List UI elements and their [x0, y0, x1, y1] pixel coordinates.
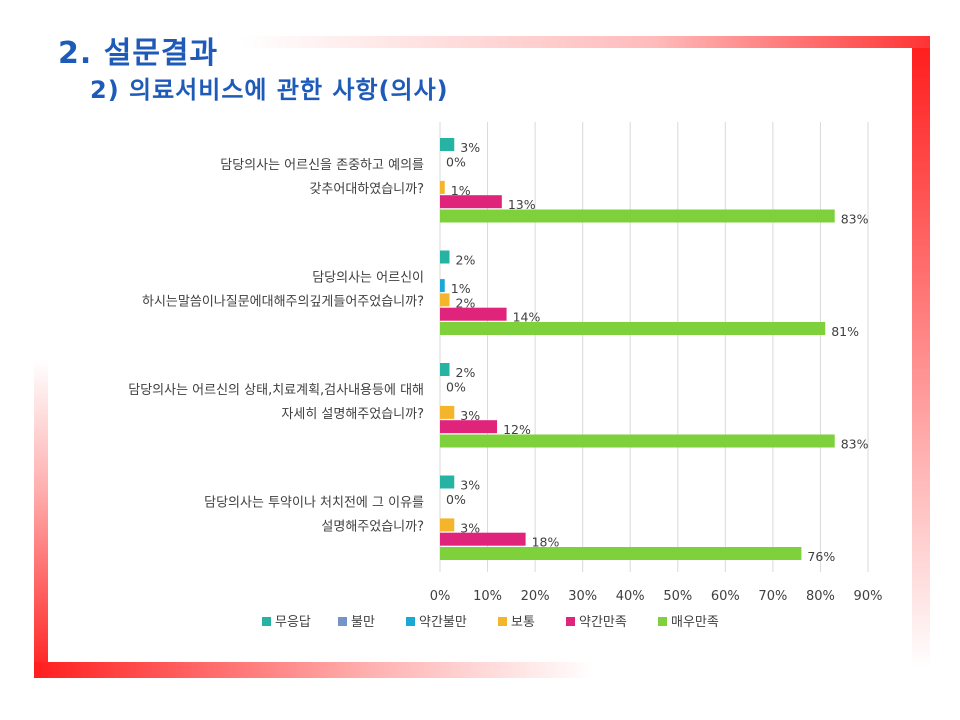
data-label: 76% [807, 549, 835, 564]
data-label: 83% [841, 437, 869, 452]
x-tick-label: 20% [521, 589, 550, 604]
bar-보통 [440, 405, 455, 419]
bar-무응답 [440, 138, 455, 151]
data-label: 2% [456, 253, 476, 268]
category-label: 설명해주었습니까? [321, 519, 424, 534]
data-label: 1% [451, 183, 471, 198]
bar-약간불만 [440, 279, 445, 293]
data-label-zero: 0% [446, 154, 466, 169]
x-tick-label: 50% [663, 589, 692, 604]
category-label: 자세히 설명해주었습니까? [281, 407, 424, 422]
legend-label: 약간불만 [419, 615, 467, 630]
page-subtitle: 2) 의료서비스에 관한 사항(의사) [90, 76, 449, 104]
bar-매우만족 [440, 209, 835, 223]
bar-매우만족 [440, 547, 802, 560]
frame-bottom-bar [34, 662, 594, 678]
bar-약간만족 [440, 307, 507, 321]
legend-swatch-약간불만 [406, 617, 415, 626]
x-tick-label: 90% [854, 589, 883, 604]
legend-label: 약간만족 [579, 615, 627, 630]
data-label: 3% [460, 408, 480, 423]
data-label: 2% [456, 295, 476, 310]
bar-매우만족 [440, 434, 835, 448]
bar-무응답 [440, 363, 450, 376]
data-label: 13% [508, 197, 536, 212]
category-label: 담당의사는 어르신이 [312, 270, 424, 285]
data-label: 1% [451, 281, 471, 296]
x-tick-label: 70% [758, 589, 787, 604]
category-label: 담당의사는 어르신을 존중하고 예의를 [220, 158, 424, 173]
x-tick-label: 30% [568, 589, 597, 604]
bar-약간만족 [440, 532, 526, 546]
legend-swatch-약간만족 [566, 617, 575, 626]
legend-swatch-불만 [338, 617, 347, 626]
x-tick-label: 0% [430, 589, 451, 604]
bar-무응답 [440, 250, 450, 264]
data-label: 83% [841, 212, 869, 227]
legend-label: 매우만족 [671, 615, 719, 630]
category-label: 하시는말씀이나질문에대해주의깊게들어주었습니까? [142, 294, 424, 309]
data-label: 81% [831, 324, 859, 339]
data-label: 3% [460, 520, 480, 535]
data-label: 3% [460, 478, 480, 493]
x-tick-label: 80% [806, 589, 835, 604]
bar-보통 [440, 293, 450, 307]
frame-right-bar [912, 48, 930, 668]
legend-swatch-매우만족 [658, 617, 667, 626]
data-label: 12% [503, 422, 531, 437]
bar-매우만족 [440, 322, 826, 335]
x-tick-label: 40% [616, 589, 645, 604]
frame-top-bar [240, 36, 930, 48]
data-label: 2% [456, 365, 476, 380]
bar-보통 [440, 180, 445, 194]
legend-label: 불만 [351, 615, 375, 630]
data-label-zero: 0% [446, 379, 466, 394]
page-title: 2. 설문결과 [58, 36, 219, 71]
data-label-zero: 0% [446, 492, 466, 507]
data-label: 14% [513, 310, 541, 325]
x-tick-label: 60% [711, 589, 740, 604]
category-label: 담당의사는 투약이나 처치전에 그 이유를 [204, 495, 424, 510]
legend-swatch-보통 [498, 617, 507, 626]
bar-약간만족 [440, 420, 498, 434]
legend-swatch-무응답 [262, 617, 271, 626]
x-tick-label: 10% [473, 589, 502, 604]
frame-left-bar [34, 360, 48, 678]
bar-약간만족 [440, 195, 502, 209]
data-label: 18% [532, 535, 560, 550]
legend-label: 보통 [511, 615, 535, 630]
category-label: 담당의사는 어르신의 상태,치료계획,검사내용등에 대해 [128, 383, 424, 398]
bar-무응답 [440, 475, 455, 489]
bar-보통 [440, 518, 455, 532]
data-label: 3% [460, 140, 480, 155]
category-label: 갖추어대하였습니까? [309, 182, 424, 197]
legend-label: 무응답 [275, 615, 311, 630]
